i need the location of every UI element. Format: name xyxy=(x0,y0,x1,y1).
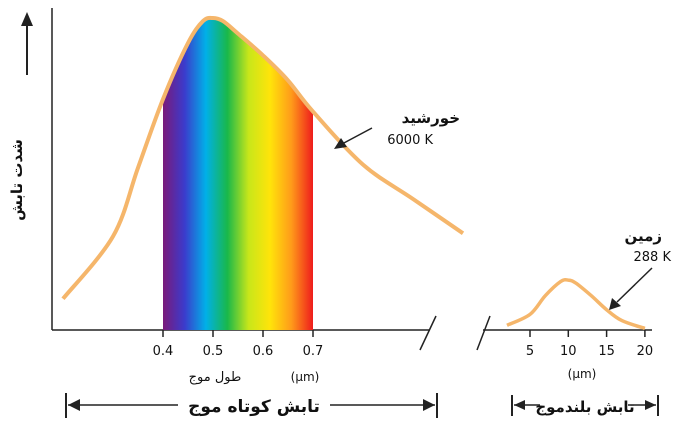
sun-arrow-head xyxy=(334,138,347,149)
main-x-tick-label: 0.4 xyxy=(153,344,174,359)
earth-x-axis-unit: (µm) xyxy=(568,367,597,381)
y-axis-title: شدت تابش xyxy=(8,139,26,221)
main-x-tick-label: 0.7 xyxy=(303,344,324,359)
sun-label: خورشید xyxy=(402,109,460,127)
earth-temperature-label: 288 K xyxy=(634,250,672,265)
y-axis-arrow-head xyxy=(21,12,33,26)
longwave-band-indicator: تابش بلندموج xyxy=(511,395,659,416)
shortwave-left-arrowhead xyxy=(68,399,80,411)
visible-spectrum-band xyxy=(163,17,313,330)
y-axis-title-group: شدت تابش xyxy=(8,12,33,221)
earth-x-tick-label: 20 xyxy=(637,344,654,359)
earth-x-tick-label: 10 xyxy=(560,344,577,359)
earth-arrow-head xyxy=(609,298,621,310)
earth-annotation: زمین 288 K xyxy=(609,227,671,310)
longwave-right-arrowhead xyxy=(645,400,656,410)
longwave-left-arrowhead xyxy=(514,400,525,410)
earth-arrow-shaft xyxy=(616,267,653,303)
sun-annotation: خورشید 6000 K xyxy=(334,109,460,149)
sun-temperature-label: 6000 K xyxy=(387,133,433,148)
earth-x-tick-label: 15 xyxy=(598,344,615,359)
shortwave-right-arrowhead xyxy=(423,399,435,411)
earth-spectrum-curve xyxy=(506,278,646,331)
main-x-tick-labels: 0.4 0.5 0.6 0.7 xyxy=(153,330,324,359)
main-x-tick-label: 0.6 xyxy=(253,344,274,359)
earth-x-tick-label: 5 xyxy=(526,344,534,359)
earth-x-tick-labels: 5 10 15 20 xyxy=(526,330,653,359)
shortwave-band-indicator: تابش کوتاه موج xyxy=(65,393,438,418)
axis-break-right xyxy=(476,315,491,351)
earth-label: زمین xyxy=(624,227,662,245)
axis-break-left xyxy=(419,315,437,351)
earth-chart-axes xyxy=(476,315,652,351)
main-x-axis-unit: (µm) xyxy=(291,370,320,384)
main-x-axis-title: طول موج xyxy=(189,370,242,385)
longwave-band-label: تابش بلندموج xyxy=(535,398,634,416)
shortwave-band-label: تابش کوتاه موج xyxy=(188,397,320,417)
main-x-tick-label: 0.5 xyxy=(203,344,224,359)
sun-spectrum-curve xyxy=(61,15,465,301)
sun-arrow-shaft xyxy=(341,127,373,145)
